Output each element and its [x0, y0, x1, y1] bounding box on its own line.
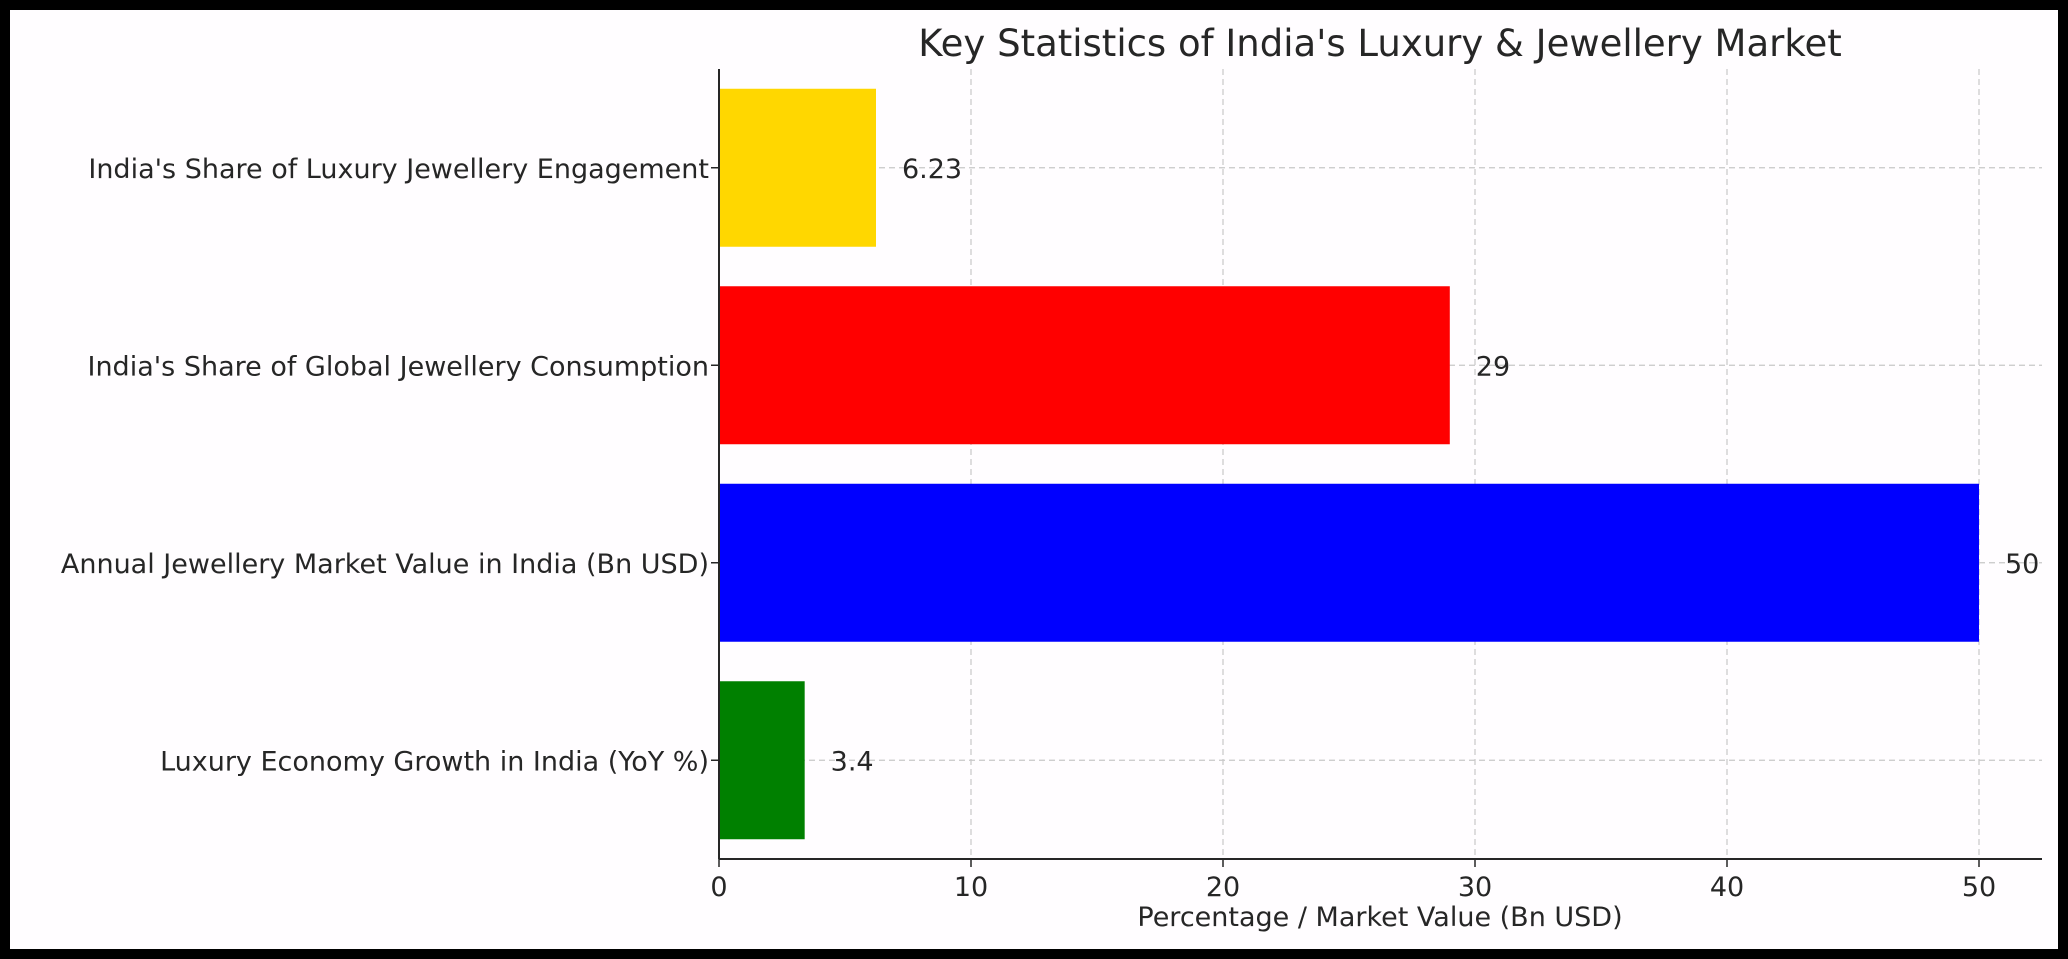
bar	[719, 681, 805, 840]
bar	[719, 88, 876, 247]
data-label: 50	[2005, 549, 2039, 580]
x-tick-label: 10	[954, 872, 988, 903]
x-axis-label: Percentage / Market Value (Bn USD)	[1137, 902, 1622, 933]
y-tick-label: Annual Jewellery Market Value in India (…	[61, 549, 709, 580]
x-tick-label: 20	[1206, 872, 1240, 903]
x-tick-label: 40	[1710, 872, 1744, 903]
bar	[719, 286, 1450, 445]
y-tick-label: Luxury Economy Growth in India (YoY %)	[160, 746, 709, 777]
data-label: 29	[1476, 351, 1510, 382]
bar	[719, 483, 1979, 642]
chart-background	[10, 10, 2058, 949]
x-tick-label: 30	[1458, 872, 1492, 903]
data-label: 6.23	[902, 154, 962, 185]
x-tick-label: 50	[1962, 872, 1996, 903]
x-tick-label: 0	[710, 872, 727, 903]
y-tick-label: India's Share of Global Jewellery Consum…	[87, 351, 709, 382]
data-label: 3.4	[831, 746, 874, 777]
y-tick-label: India's Share of Luxury Jewellery Engage…	[88, 154, 709, 185]
chart-title: Key Statistics of India's Luxury & Jewel…	[918, 22, 1842, 65]
